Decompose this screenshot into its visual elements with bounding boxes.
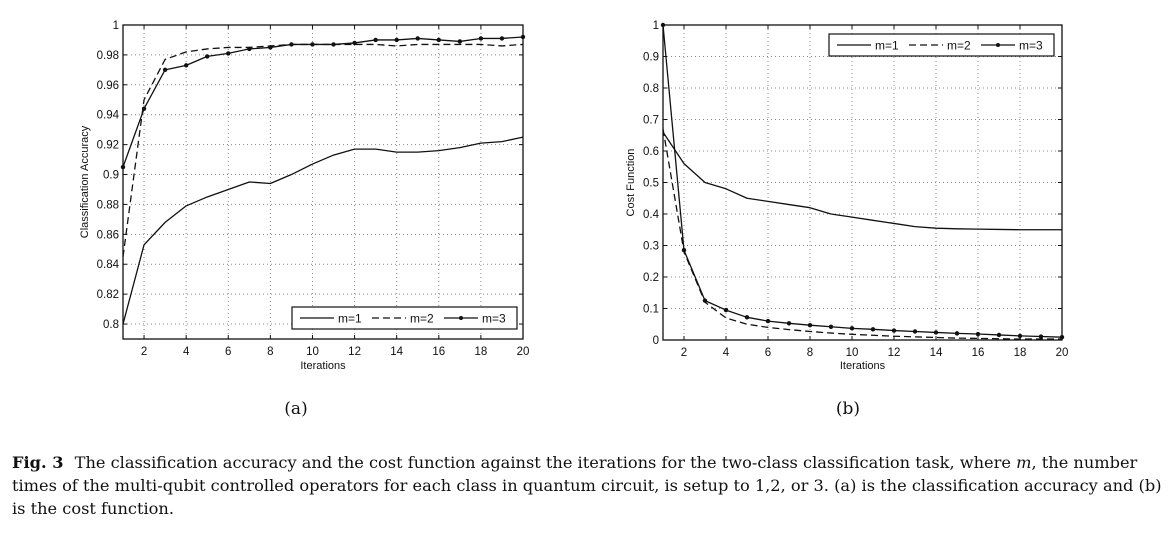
plot-frame	[662, 24, 1063, 341]
y-tick-label: 0.1	[643, 304, 659, 316]
axis-ticks: 2 4 6 8 10 12 14 16 18 20 0 0.1 0.2 0.3 0.4 0.5 0.6 0.7 0.…	[643, 20, 1068, 359]
legend-entry: m=3	[482, 312, 506, 326]
subfigure-label-a: (a)	[284, 399, 307, 419]
x-tick-label: 12	[888, 347, 901, 359]
caption-text-2: , the number times of the multi-qubit co…	[12, 453, 1162, 518]
y-tick-label: 0.98	[97, 50, 119, 62]
series-m3	[120, 34, 526, 170]
grid	[663, 25, 1062, 340]
y-tick-label: 0.84	[97, 259, 120, 271]
x-tick-label: 4	[723, 347, 730, 359]
x-tick-label: 12	[348, 346, 361, 358]
x-tick-label: 16	[432, 346, 445, 358]
x-tick-label: 4	[183, 346, 190, 358]
y-tick-label: 0.92	[97, 140, 119, 152]
legend: m=1 m=2 m=3	[291, 306, 518, 330]
y-tick-label: 0.5	[643, 178, 659, 190]
x-tick-label: 2	[681, 347, 687, 359]
legend-entry: m=1	[338, 312, 362, 326]
y-tick-label: 0.88	[97, 199, 119, 211]
x-tick-label: 8	[267, 346, 273, 358]
x-tick-label: 8	[807, 347, 813, 359]
y-tick-label: 0.4	[643, 209, 660, 221]
figure-label: Fig. 3	[12, 453, 64, 472]
x-tick-label: 20	[1056, 347, 1069, 359]
x-tick-label: 18	[1014, 347, 1027, 359]
legend-entry: m=3	[1019, 39, 1043, 53]
legend-entry: m=1	[875, 39, 899, 53]
legend: m=1 m=2 m=3	[828, 33, 1055, 57]
figure-panels: 2 4 6 8 10 12 14 16 18 200.80.820.840.860.880.90.…	[79, 20, 1068, 419]
y-tick-label: 0.86	[97, 229, 119, 241]
x-tick-label: 2	[141, 346, 147, 358]
grid	[123, 25, 523, 339]
y-tick-label: 0.94	[97, 110, 120, 122]
y-tick-label: 0.96	[97, 80, 119, 92]
series-m1	[122, 136, 524, 325]
series-m2	[122, 43, 524, 257]
y-tick-label: 0.2	[643, 272, 659, 284]
x-axis-label: Iterations	[300, 360, 346, 372]
chart-cost-function: 2 4 6 8 10 12 14 16 18 20 0 0.1 0.2 0.3 0.4 0.5 0.6 0.7 0.…	[625, 20, 1068, 372]
caption-text-1: The classification accuracy and the cost…	[74, 453, 1017, 472]
y-tick-label: 0.7	[643, 115, 659, 127]
subfigure-label-b: (b)	[836, 399, 860, 419]
y-tick-label: 0.8	[103, 319, 119, 331]
y-tick-label: 0.9	[643, 52, 659, 64]
x-tick-label: 6	[765, 347, 771, 359]
x-tick-label: 10	[846, 347, 859, 359]
y-tick-label: 0.9	[103, 170, 119, 182]
series-m1	[662, 131, 1062, 231]
x-axis-label: Iterations	[840, 360, 886, 372]
caption-variable-m: m	[1016, 453, 1032, 472]
y-tick-label: 1	[113, 20, 119, 32]
x-tick-label: 6	[225, 346, 231, 358]
legend-entry: m=2	[947, 39, 971, 53]
series-m2	[662, 128, 1062, 340]
plot-frame	[122, 24, 524, 340]
y-tick-label: 0	[653, 335, 659, 347]
x-tick-label: 14	[930, 347, 943, 359]
series-m3	[660, 22, 1065, 340]
axis-ticks: 2 4 6 8 10 12 14 16 18 20 0.8 0.82 0.84 0.86 0.88 0.9 0.…	[97, 20, 530, 358]
chart-classification-accuracy: 2 4 6 8 10 12 14 16 18 20 0.8 0.82 0.84 0.86 0.88 0.9 0.…	[79, 20, 529, 372]
x-tick-label: 16	[972, 347, 985, 359]
x-tick-label: 18	[474, 346, 487, 358]
y-tick-label: 0.6	[643, 146, 659, 158]
y-axis-label: Cost Function	[625, 149, 637, 217]
legend-entry: m=2	[410, 312, 434, 326]
y-tick-label: 1	[653, 20, 659, 32]
y-tick-label: 0.82	[97, 289, 119, 301]
y-tick-label: 0.3	[643, 241, 659, 253]
x-tick-label: 20	[517, 346, 530, 358]
x-tick-label: 14	[390, 346, 403, 358]
figure-caption: Fig. 3 The classification accuracy and t…	[12, 451, 1162, 520]
x-tick-label: 10	[306, 346, 319, 358]
y-axis-label: Classification Accuracy	[79, 125, 91, 238]
y-tick-label: 0.8	[643, 83, 659, 95]
